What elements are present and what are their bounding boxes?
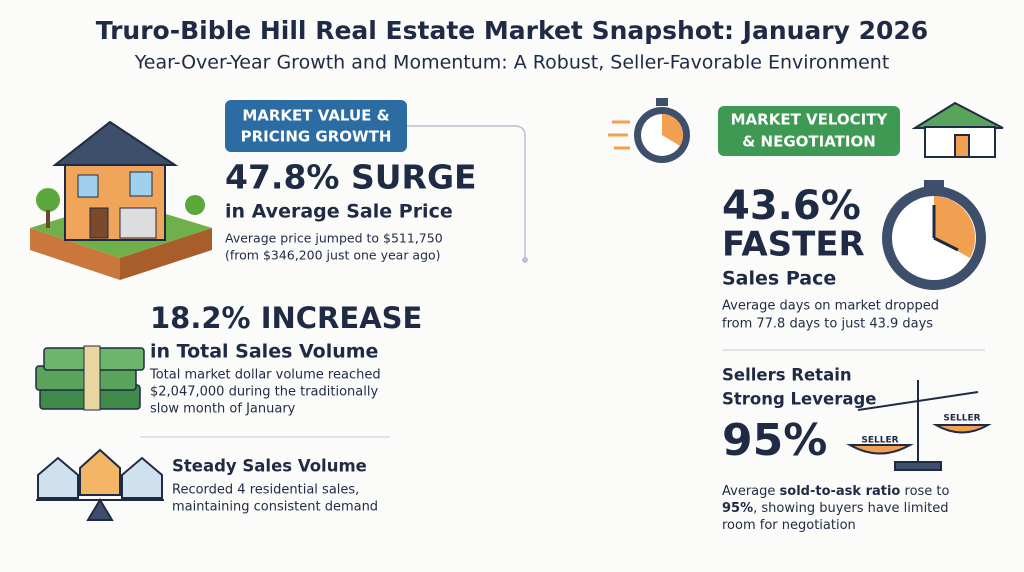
detail: Average days on market dropped: [722, 299, 939, 314]
detail: 95%, showing buyers have limited: [722, 501, 949, 516]
headline: 18.2% INCREASE: [150, 301, 422, 335]
house-icon: [30, 120, 212, 280]
detail: Total market dollar volume reached: [149, 368, 381, 383]
detail: maintaining consistent demand: [172, 500, 378, 515]
detail: (from $346,200 just one year ago): [225, 248, 441, 263]
detail: Recorded 4 residential sales,: [172, 483, 359, 498]
scale-label: SELLER: [943, 414, 980, 424]
headline: Strong Leverage: [722, 390, 876, 409]
subhead: in Average Sale Price: [225, 201, 453, 223]
detail: $2,047,000 during the traditionally: [150, 385, 378, 400]
subhead: in Total Sales Volume: [150, 341, 378, 363]
badge-line: MARKET VELOCITY: [731, 111, 889, 129]
connector-dot: [522, 257, 528, 263]
house-icon-small: [911, 101, 1004, 158]
detail: Average sold-to-ask ratio rose to: [722, 484, 950, 499]
scale-icon: [846, 380, 992, 471]
connector: [407, 125, 526, 258]
headline: FASTER: [722, 225, 865, 265]
title: Truro-Bible Hill Real Estate Market Snap…: [96, 16, 928, 45]
detail: Average price jumped to $511,750: [225, 231, 443, 246]
badge-line: MARKET VALUE &: [242, 107, 389, 125]
headline: 47.8% SURGE: [225, 158, 477, 197]
badge: [718, 106, 900, 156]
stopwatch-large: [882, 180, 986, 290]
detail: slow month of January: [150, 402, 296, 417]
scale-label: SELLER: [861, 436, 898, 446]
headline: 43.6%: [722, 183, 861, 229]
money-icon: [35, 345, 145, 411]
subhead: Sales Pace: [722, 268, 836, 290]
subtitle: Year-Over-Year Growth and Momentum: A Ro…: [134, 52, 890, 74]
headline: Sellers Retain: [722, 366, 852, 385]
detail: room for negotiation: [722, 518, 856, 533]
badge-line: PRICING GROWTH: [241, 128, 392, 146]
figure: 95%: [722, 415, 827, 466]
headline: Steady Sales Volume: [172, 457, 367, 476]
detail: from 77.8 days to just 43.9 days: [722, 317, 933, 332]
badge: [225, 100, 407, 152]
houses-icon: [36, 448, 164, 521]
stopwatch-small: [608, 98, 690, 163]
badge-line: & NEGOTIATION: [742, 133, 876, 151]
